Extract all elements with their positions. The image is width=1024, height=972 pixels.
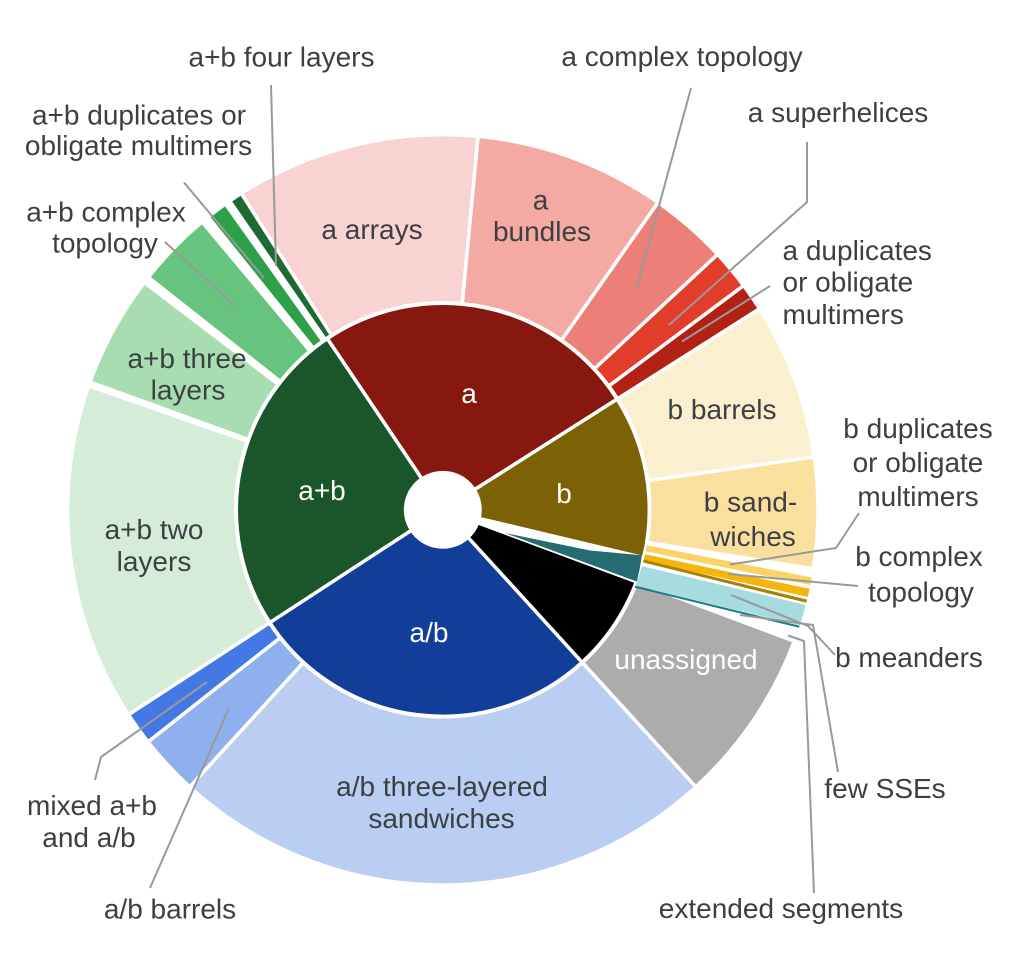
- svg-text:bundles: bundles: [493, 216, 591, 247]
- svg-text:a+b complex: a+b complex: [26, 197, 186, 228]
- svg-text:multimers: multimers: [857, 481, 978, 512]
- svg-text:sandwiches: sandwiches: [368, 803, 514, 834]
- svg-text:a superhelices: a superhelices: [748, 97, 929, 128]
- svg-text:unassigned: unassigned: [614, 644, 757, 675]
- svg-text:wiches: wiches: [709, 521, 796, 552]
- svg-text:a+b duplicates or: a+b duplicates or: [32, 100, 246, 131]
- svg-text:a+b three: a+b three: [127, 343, 246, 374]
- svg-text:obligate multimers: obligate multimers: [25, 130, 252, 161]
- svg-text:a+b: a+b: [298, 475, 346, 506]
- svg-text:mixed a+b: mixed a+b: [27, 790, 157, 821]
- svg-text:layers: layers: [151, 375, 226, 406]
- svg-text:few SSEs: few SSEs: [824, 773, 945, 804]
- svg-text:a arrays: a arrays: [321, 214, 422, 245]
- svg-text:a/b three-layered: a/b three-layered: [336, 771, 548, 802]
- svg-text:topology: topology: [868, 577, 974, 608]
- svg-text:topology: topology: [52, 228, 158, 259]
- svg-text:b barrels: b barrels: [668, 394, 777, 425]
- svg-text:a: a: [461, 378, 477, 409]
- svg-text:or obligate: or obligate: [783, 267, 914, 298]
- svg-text:a/b: a/b: [410, 617, 449, 648]
- svg-text:a: a: [533, 185, 549, 216]
- svg-text:extended segments: extended segments: [659, 893, 903, 924]
- svg-text:b meanders: b meanders: [835, 642, 983, 673]
- svg-text:a+b two: a+b two: [105, 514, 204, 545]
- svg-text:layers: layers: [117, 546, 192, 577]
- svg-text:b complex: b complex: [855, 541, 983, 572]
- svg-text:a/b barrels: a/b barrels: [104, 894, 236, 925]
- svg-text:b: b: [556, 478, 572, 509]
- svg-text:b sand-: b sand-: [704, 487, 797, 518]
- svg-text:a+b four layers: a+b four layers: [189, 42, 375, 73]
- svg-text:b duplicates: b duplicates: [843, 413, 992, 444]
- svg-text:a duplicates: a duplicates: [783, 235, 932, 266]
- svg-text:or obligate: or obligate: [853, 447, 984, 478]
- svg-text:and a/b: and a/b: [42, 822, 135, 853]
- svg-text:multimers: multimers: [783, 299, 904, 330]
- svg-text:a complex topology: a complex topology: [561, 41, 802, 72]
